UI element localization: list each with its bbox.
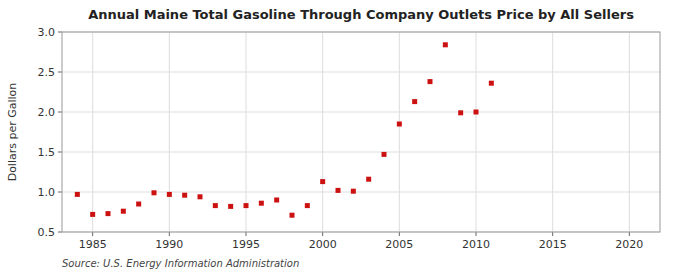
x-tick-label: 2015	[539, 238, 567, 251]
point	[75, 192, 80, 197]
point	[336, 188, 341, 193]
point	[489, 81, 494, 86]
title: Annual Maine Total Gasoline Through Comp…	[88, 7, 634, 22]
point	[136, 202, 141, 207]
point	[121, 209, 126, 214]
x-grid-line	[476, 32, 477, 232]
plot-frame	[62, 32, 660, 232]
point	[290, 213, 295, 218]
y-tick-label: 1.5	[38, 146, 56, 159]
x-grid-line	[169, 32, 170, 232]
chart: 1985 1990 1995 2000 2005 2010 2015 2020 0.5 1.0 1.…	[0, 0, 675, 275]
x-tick-label: 2010	[462, 238, 490, 251]
point	[428, 79, 433, 84]
y-tick	[58, 72, 62, 73]
x-grid-line	[399, 32, 400, 232]
y-tick-label: 3.0	[38, 26, 56, 39]
point	[412, 99, 417, 104]
y-tick-label: 2.5	[38, 66, 56, 79]
x-tick-label: 1985	[79, 238, 107, 251]
y-axis-label: Dollars per Gallon	[6, 83, 19, 182]
x-tick	[552, 232, 553, 236]
point	[152, 190, 157, 195]
point	[474, 110, 479, 115]
point	[228, 204, 233, 209]
y-tick-label: 2.0	[38, 106, 56, 119]
point	[259, 201, 264, 206]
y-tick	[58, 232, 62, 233]
point	[213, 203, 218, 208]
y-grid-line	[62, 112, 660, 113]
y-tick	[58, 192, 62, 193]
point	[90, 212, 95, 217]
x-tick	[322, 232, 323, 236]
x-tick	[476, 232, 477, 236]
point	[443, 42, 448, 47]
x-tick-label: 2000	[309, 238, 337, 251]
source-note: Source: U.S. Energy Information Administ…	[62, 258, 299, 269]
point	[167, 192, 172, 197]
point	[366, 177, 371, 182]
y-tick	[58, 112, 62, 113]
point	[397, 122, 402, 127]
x-tick-label: 1990	[155, 238, 183, 251]
point	[458, 110, 463, 115]
x-tick-label: 2020	[615, 238, 643, 251]
point	[351, 189, 356, 194]
axes: 1985 1990 1995 2000 2005 2010 2015 2020 0.5 1.0 1.…	[38, 26, 661, 251]
point	[106, 211, 111, 216]
x-grid-line	[552, 32, 553, 232]
y-grid-line	[62, 72, 660, 73]
y-tick-label: 1.0	[38, 186, 56, 199]
x-tick-label: 2005	[385, 238, 413, 251]
x-grid-line	[92, 32, 93, 232]
point	[182, 193, 187, 198]
plot-area	[62, 32, 660, 232]
x-grid-line	[322, 32, 323, 232]
y-tick-label: 0.5	[38, 226, 56, 239]
x-tick	[92, 232, 93, 236]
point	[382, 152, 387, 157]
y-grid-line	[62, 152, 660, 153]
points	[75, 42, 494, 217]
point	[320, 179, 325, 184]
point	[274, 198, 279, 203]
x-tick	[246, 232, 247, 236]
point	[198, 194, 203, 199]
point	[244, 203, 249, 208]
x-grid-line	[246, 32, 247, 232]
x-tick	[169, 232, 170, 236]
x-tick-label: 1995	[232, 238, 260, 251]
point	[305, 203, 310, 208]
y-tick	[58, 32, 62, 33]
grid	[62, 32, 660, 232]
x-tick	[399, 232, 400, 236]
x-grid-line	[629, 32, 630, 232]
y-tick	[58, 152, 62, 153]
x-tick	[629, 232, 630, 236]
